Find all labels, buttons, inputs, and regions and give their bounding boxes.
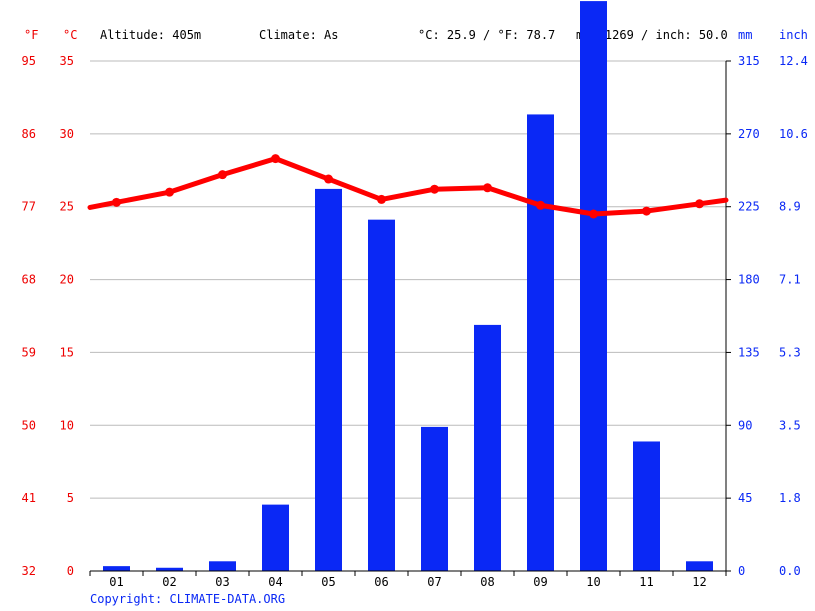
precipitation-bar [262, 504, 289, 571]
fahrenheit-unit-label: °F [24, 28, 39, 42]
x-tick-label: 07 [427, 575, 441, 589]
temperature-point [112, 197, 121, 207]
y-tick-label-mm: 180 [738, 273, 760, 287]
x-tick-label: 01 [109, 575, 123, 589]
x-tick-label: 05 [321, 575, 335, 589]
temperature-point [695, 199, 704, 209]
temperature-point [642, 206, 651, 216]
y-tick-label-fahrenheit: 32 [22, 564, 36, 578]
avg-temperature-label: °C: 25.9 / °F: 78.7 [418, 28, 556, 42]
mm-unit-label: mm [738, 28, 753, 42]
precipitation-bar [156, 567, 183, 571]
y-tick-label-inch: 3.5 [779, 418, 801, 432]
y-tick-label-mm: 270 [738, 127, 760, 141]
inch-unit-label: inch [779, 28, 808, 42]
y-tick-label-celsius: 0 [67, 564, 74, 578]
y-tick-label-celsius: 25 [60, 200, 74, 214]
y-tick-label-celsius: 15 [60, 345, 74, 359]
x-tick-label: 02 [162, 575, 176, 589]
temperature-point [430, 184, 439, 194]
x-tick-label: 12 [692, 575, 706, 589]
precipitation-bar [580, 1, 607, 572]
temperature-point [377, 194, 386, 204]
y-tick-label-mm: 0 [738, 564, 745, 578]
y-tick-label-fahrenheit: 95 [22, 54, 36, 68]
precipitation-bar [686, 561, 713, 571]
y-tick-label-celsius: 30 [60, 127, 74, 141]
y-tick-label-celsius: 10 [60, 418, 74, 432]
y-tick-label-inch: 12.4 [779, 54, 808, 68]
y-tick-label-celsius: 5 [67, 491, 74, 505]
precipitation-bar [633, 441, 660, 571]
temperature-point [536, 200, 545, 210]
y-tick-label-fahrenheit: 59 [22, 345, 36, 359]
y-tick-label-fahrenheit: 86 [22, 127, 36, 141]
altitude-label: Altitude: 405m [100, 28, 202, 42]
x-tick-label: 09 [533, 575, 547, 589]
y-tick-label-mm: 225 [738, 200, 760, 214]
y-tick-label-fahrenheit: 50 [22, 418, 36, 432]
copyright-link[interactable]: Copyright: CLIMATE-DATA.ORG [90, 592, 286, 606]
x-tick-label: 10 [586, 575, 600, 589]
temperature-line [87, 156, 729, 217]
y-tick-label-inch: 8.9 [779, 200, 801, 214]
x-tick-label: 04 [268, 575, 282, 589]
y-tick-label-celsius: 20 [60, 273, 74, 287]
temperature-point [589, 209, 598, 219]
climate-label: Climate: As [259, 28, 339, 42]
x-tick-label: 08 [480, 575, 494, 589]
y-tick-label-celsius: 35 [60, 54, 74, 68]
temperature-point [218, 170, 227, 180]
precipitation-bar [209, 561, 236, 571]
celsius-unit-label: °C [63, 28, 78, 42]
precipitation-bar [474, 324, 501, 571]
temperature-point [483, 183, 492, 193]
temperature-point [324, 174, 333, 184]
precipitation-bar [368, 219, 395, 571]
x-tick-label: 06 [374, 575, 388, 589]
y-tick-label-fahrenheit: 77 [22, 200, 36, 214]
x-tick-label: 03 [215, 575, 229, 589]
precipitation-bar [421, 426, 448, 571]
y-tick-label-inch: 1.8 [779, 491, 801, 505]
y-tick-label-inch: 5.3 [779, 345, 801, 359]
y-tick-label-mm: 315 [738, 54, 760, 68]
precipitation-bar [527, 114, 554, 571]
temperature-point [165, 187, 174, 197]
y-tick-label-fahrenheit: 41 [22, 491, 36, 505]
y-tick-label-mm: 90 [738, 418, 752, 432]
precipitation-bar [103, 566, 130, 571]
y-tick-label-fahrenheit: 68 [22, 273, 36, 287]
x-tick-label: 11 [639, 575, 653, 589]
y-tick-label-inch: 10.6 [779, 127, 808, 141]
y-tick-label-inch: 7.1 [779, 273, 801, 287]
temperature-point [271, 154, 280, 164]
y-tick-label-mm: 45 [738, 491, 752, 505]
y-tick-label-inch: 0.0 [779, 564, 801, 578]
y-tick-label-mm: 135 [738, 345, 760, 359]
annual-precipitation-label: mm: 1269 / inch: 50.0 [576, 28, 728, 42]
precipitation-bar [315, 188, 342, 571]
